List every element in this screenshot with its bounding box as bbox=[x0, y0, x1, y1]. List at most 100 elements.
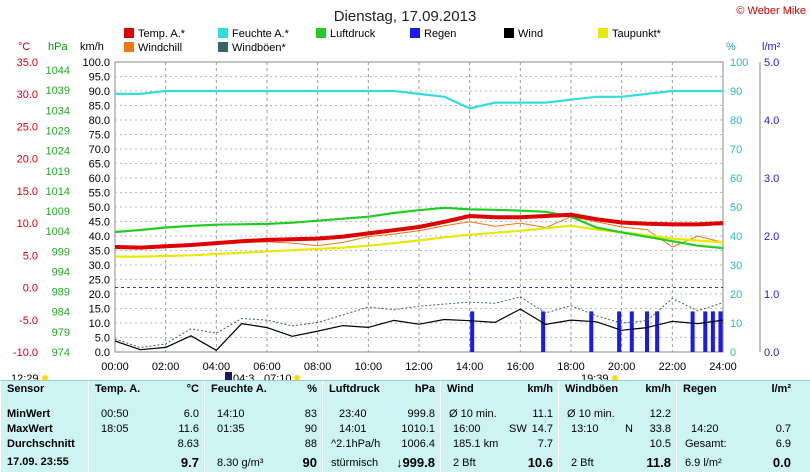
wind-min-label: Ø 10 min. bbox=[449, 408, 497, 420]
axes: °C hPa km/h% l/m² 35.0 30.0 25.0 20.0 15.0 10.0 5.… bbox=[13, 41, 781, 373]
sunrise-left-time: 12:29 bbox=[11, 373, 39, 380]
series-windb-en-line bbox=[114, 296, 724, 349]
hpa-tick-label: 1039 bbox=[46, 85, 70, 97]
legend: Temp. A.* Feuchte A.* Luftdruck Regen Wind Ta… bbox=[124, 28, 662, 54]
weather-chart: Dienstag, 17.09.2013 © Weber Mike Temp. … bbox=[11, 5, 806, 380]
hpa-tick-label: 999 bbox=[52, 246, 70, 258]
col-pressure: Luftdruck hPa 23:40 999.8 14:01 1010.1 ^… bbox=[322, 381, 441, 472]
rain-bar bbox=[470, 311, 475, 352]
legend-swatch bbox=[218, 28, 228, 38]
rain-bar bbox=[589, 311, 594, 352]
pct-tick-label: 20 bbox=[730, 289, 742, 301]
press-forecast: stürmisch bbox=[331, 457, 379, 469]
hum-min-time: 14:10 bbox=[217, 408, 245, 420]
temp-tick-label: -10.0 bbox=[13, 347, 38, 359]
rain-bar bbox=[617, 311, 622, 352]
sun-rise-time: 07:10 bbox=[264, 373, 292, 380]
pct-tick-label: 60 bbox=[730, 173, 742, 185]
gust-max-time: 13:10 bbox=[571, 423, 599, 435]
x-tick-label: 14:00 bbox=[456, 361, 484, 373]
rain-unit: l/m² bbox=[771, 383, 791, 395]
temp-min-value: 6.0 bbox=[183, 408, 199, 420]
pct-tick-label: 70 bbox=[730, 144, 742, 156]
legend-swatch bbox=[218, 42, 228, 52]
wind-header: Wind bbox=[447, 383, 474, 395]
rain-bar bbox=[690, 311, 695, 352]
rain-tick-label: 5.0 bbox=[764, 57, 779, 69]
moon-icon bbox=[225, 372, 232, 380]
rain-bar bbox=[710, 311, 715, 352]
press-min-time: 23:40 bbox=[339, 408, 367, 420]
hpa-tick-label: 984 bbox=[52, 307, 70, 319]
hum-max-time: 01:35 bbox=[217, 423, 245, 435]
legend-label: Wind bbox=[518, 28, 543, 40]
kmh-tick-label: 50.0 bbox=[89, 202, 110, 214]
gust-max-direction: N bbox=[625, 423, 633, 435]
legend-label: Taupunkt* bbox=[612, 28, 662, 40]
kmh-tick-label: 5.0 bbox=[95, 333, 110, 345]
temp-min-time: 00:50 bbox=[101, 408, 129, 420]
legend-swatch bbox=[504, 28, 514, 38]
rain-total-label: Gesamt: bbox=[685, 438, 727, 450]
press-header: Luftdruck bbox=[329, 383, 380, 395]
kmh-tick-label: 15.0 bbox=[89, 304, 110, 316]
hpa-tick-label: 994 bbox=[52, 266, 70, 278]
kmh-tick-label: 60.0 bbox=[89, 173, 110, 185]
rain-tick-label: 2.0 bbox=[764, 231, 779, 243]
rain-bar bbox=[655, 311, 660, 352]
hpa-tick-label: 1044 bbox=[46, 65, 70, 77]
legend-label: Windchill bbox=[138, 42, 182, 54]
rain-bar bbox=[718, 311, 723, 352]
temp-max-value: 11.6 bbox=[178, 423, 199, 435]
wind-current-value: 10.6 bbox=[527, 455, 553, 470]
legend-label: Regen bbox=[424, 28, 456, 40]
temp-avg-value: 8.63 bbox=[177, 438, 199, 450]
pct-tick-label: 10 bbox=[730, 318, 742, 330]
press-min-value: 999.8 bbox=[407, 408, 435, 420]
press-unit: hPa bbox=[414, 383, 435, 395]
kmh-tick-label: 0.0 bbox=[95, 347, 110, 359]
temp-tick-label: 30.0 bbox=[17, 89, 38, 101]
hpa-tick-label: 1004 bbox=[46, 226, 70, 238]
wind-max-time: 16:00 bbox=[453, 423, 481, 435]
moon-rise-time: 04:3 bbox=[233, 373, 254, 380]
rain-today: 6.9 l/m² bbox=[685, 457, 722, 469]
press-current-value: ↓999.8 bbox=[395, 455, 435, 470]
temp-max-time: 18:05 bbox=[101, 423, 129, 435]
hpa-tick-label: 989 bbox=[52, 287, 70, 299]
rain-max-value: 0.7 bbox=[775, 423, 791, 435]
sensor-header: Sensor bbox=[7, 383, 45, 395]
gust-current-value: 11.8 bbox=[646, 455, 671, 470]
temp-header: Temp. A. bbox=[95, 383, 141, 395]
x-tick-label: 06:00 bbox=[253, 361, 281, 373]
kmh-tick-label: 85.0 bbox=[89, 101, 110, 113]
hpa-tick-label: 1014 bbox=[46, 186, 70, 198]
temp-current-value: 9.7 bbox=[180, 455, 199, 470]
x-tick-label: 18:00 bbox=[557, 361, 585, 373]
kmh-tick-label: 95.0 bbox=[89, 72, 110, 84]
hpa-tick-label: 1024 bbox=[46, 146, 70, 158]
rain-max-time: 14:20 bbox=[691, 423, 719, 435]
legend-label: Windböen* bbox=[232, 42, 287, 54]
kmh-axis-unit: km/h bbox=[80, 41, 104, 53]
rain-tick-label: 0.0 bbox=[764, 347, 779, 359]
series-wind-line bbox=[114, 308, 724, 351]
temp-axis-unit: °C bbox=[18, 41, 30, 53]
wind-max-direction: SW bbox=[509, 423, 527, 435]
rain-current-value: 0.0 bbox=[772, 455, 791, 470]
pct-tick-label: 0 bbox=[730, 347, 736, 359]
legend-swatch bbox=[598, 28, 608, 38]
kmh-tick-label: 45.0 bbox=[89, 217, 110, 229]
gust-max-value: 33.8 bbox=[649, 423, 671, 435]
legend-swatch bbox=[124, 28, 134, 38]
hpa-tick-label: 1029 bbox=[46, 125, 70, 137]
kmh-tick-label: 30.0 bbox=[89, 260, 110, 272]
plot-series bbox=[114, 89, 724, 352]
x-tick-label: 16:00 bbox=[507, 361, 535, 373]
col-humidity: Feuchte A. % 14:10 83 01:35 90 88 8.30 g… bbox=[204, 381, 323, 472]
legend-swatch bbox=[410, 28, 420, 38]
gust-header: Windböen bbox=[565, 383, 619, 395]
grid bbox=[115, 62, 723, 352]
pct-axis-unit: % bbox=[726, 41, 736, 53]
rain-bar bbox=[629, 311, 634, 352]
